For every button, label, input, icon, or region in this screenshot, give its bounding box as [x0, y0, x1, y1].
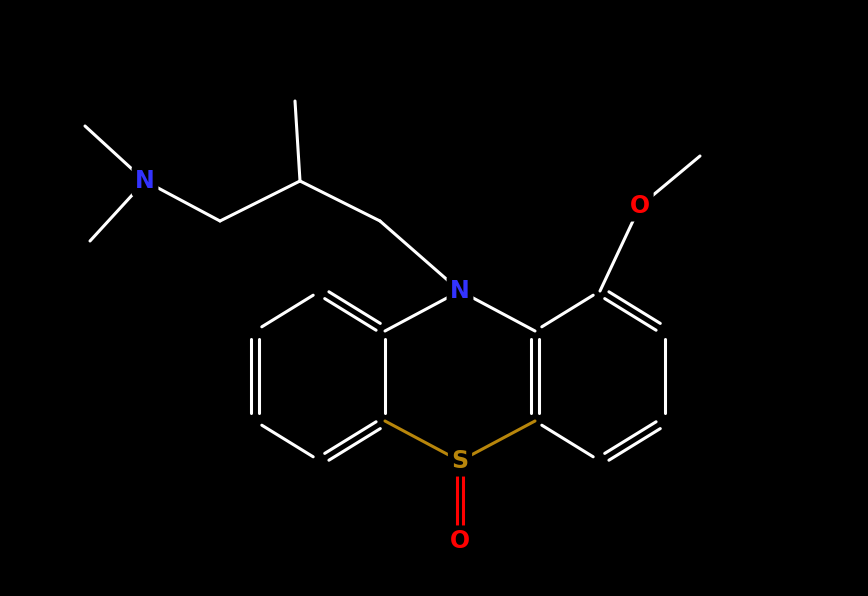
Text: O: O	[450, 529, 470, 553]
Text: S: S	[451, 449, 469, 473]
Text: N: N	[135, 169, 155, 193]
Text: O: O	[630, 194, 650, 218]
Text: N: N	[450, 279, 470, 303]
